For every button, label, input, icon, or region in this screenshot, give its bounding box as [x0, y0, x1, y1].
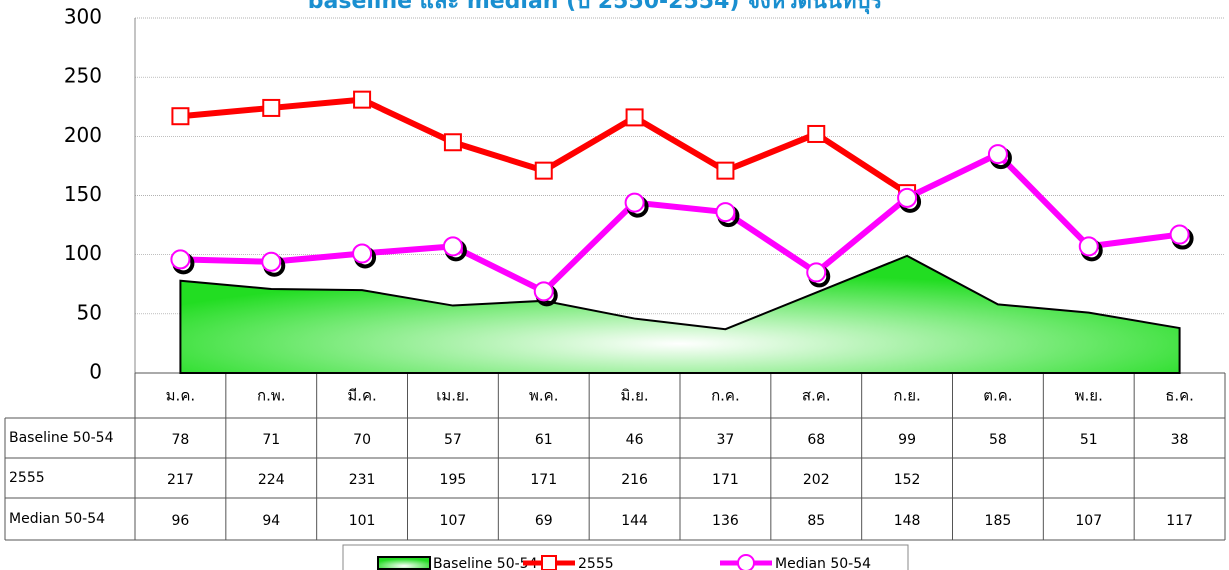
- y-tick-label: 0: [89, 360, 102, 384]
- table-cell: 71: [262, 432, 280, 448]
- marker: [353, 90, 372, 109]
- marker: [261, 251, 282, 272]
- table-cell: 217: [167, 472, 194, 488]
- table-cell: 171: [530, 472, 557, 488]
- y-tick-label: 50: [77, 300, 102, 324]
- y-tick-label: 250: [64, 64, 102, 88]
- x-tick-label: พ.ค.: [529, 387, 558, 405]
- table-row-label: 2555: [9, 470, 45, 486]
- legend-label: Baseline 50-54: [433, 556, 538, 570]
- table-cell: 224: [258, 472, 285, 488]
- table-cell: 68: [807, 432, 825, 448]
- marker: [262, 98, 281, 117]
- x-tick-label: เม.ย.: [436, 387, 469, 405]
- marker: [442, 236, 463, 257]
- table-cell: 171: [712, 472, 739, 488]
- x-tick-label: มิ.ย.: [620, 387, 648, 405]
- table-cell: 78: [172, 432, 190, 448]
- series-line: [180, 151, 1180, 295]
- table-cell: 117: [1166, 513, 1193, 529]
- table-cell: 144: [621, 513, 648, 529]
- x-tick-label: ต.ค.: [983, 387, 1012, 405]
- marker: [352, 243, 373, 264]
- marker: [625, 108, 644, 127]
- table-cell: 99: [898, 432, 916, 448]
- chart-title: baseline และ median (ปี 2550-2554) จังหว…: [308, 0, 883, 15]
- table-cell: 185: [985, 513, 1012, 529]
- marker: [807, 124, 826, 143]
- x-tick-label: มี.ค.: [347, 387, 376, 405]
- table-cell: 51: [1080, 432, 1098, 448]
- table-cell: 148: [894, 513, 921, 529]
- x-tick-label: ส.ค.: [802, 387, 831, 405]
- table-cell: 216: [621, 472, 648, 488]
- y-tick-label: 300: [64, 5, 102, 29]
- table-cell: 70: [353, 432, 371, 448]
- legend-marker: [737, 554, 755, 570]
- marker: [533, 281, 554, 302]
- table-cell: 37: [717, 432, 735, 448]
- marker: [716, 161, 735, 180]
- table-cell: 107: [1075, 513, 1102, 529]
- legend-label: Median 50-54: [775, 556, 871, 570]
- x-tick-label: พ.ย.: [1075, 387, 1103, 405]
- marker: [171, 107, 190, 126]
- legend-marker: [541, 555, 557, 570]
- table-cell: 136: [712, 513, 739, 529]
- legend-label: 2555: [578, 556, 614, 570]
- table-cell: 101: [349, 513, 376, 529]
- table-cell: 152: [894, 472, 921, 488]
- table-cell: 57: [444, 432, 462, 448]
- marker: [987, 144, 1008, 165]
- x-tick-label: ก.พ.: [257, 387, 286, 405]
- table-cell: 96: [172, 513, 190, 529]
- table-cell: 85: [807, 513, 825, 529]
- table-cell: 107: [440, 513, 467, 529]
- table-row-label: Median 50-54: [9, 511, 105, 527]
- table-row-label: Baseline 50-54: [9, 430, 114, 446]
- area: [179, 254, 1181, 374]
- y-tick-label: 100: [64, 241, 102, 265]
- table-cell: 61: [535, 432, 553, 448]
- x-tick-label: ก.ย.: [893, 387, 920, 405]
- y-tick-label: 200: [64, 123, 102, 147]
- x-tick-label: ม.ค.: [166, 387, 195, 405]
- table-cell: 202: [803, 472, 830, 488]
- marker: [443, 133, 462, 152]
- x-tick-label: ก.ค.: [711, 387, 740, 405]
- table-cell: 94: [262, 513, 280, 529]
- y-tick-label: 150: [64, 182, 102, 206]
- marker: [534, 161, 553, 180]
- legend-box: [342, 544, 909, 570]
- x-tick-label: ธ.ค.: [1165, 387, 1194, 405]
- marker: [715, 202, 736, 223]
- marker: [806, 262, 827, 283]
- table-cell: 58: [989, 432, 1007, 448]
- marker: [1078, 236, 1099, 257]
- marker: [897, 187, 918, 208]
- marker: [170, 249, 191, 270]
- marker: [1169, 224, 1190, 245]
- table-cell: 38: [1171, 432, 1189, 448]
- table-cell: 69: [535, 513, 553, 529]
- marker: [624, 192, 645, 213]
- table-cell: 231: [349, 472, 376, 488]
- legend: Baseline 50-54 2555 Median 50-54: [342, 544, 909, 570]
- legend-swatch: [377, 556, 431, 570]
- table-cell: 195: [440, 472, 467, 488]
- table-cell: 46: [626, 432, 644, 448]
